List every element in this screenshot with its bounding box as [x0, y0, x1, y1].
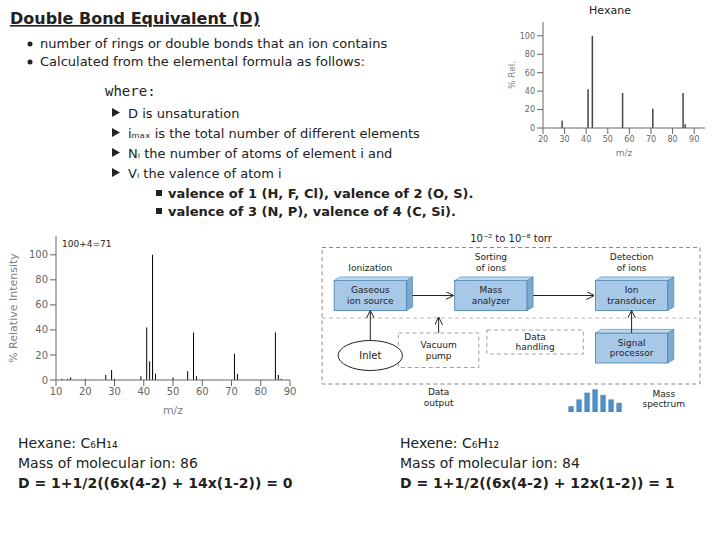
svg-text:70: 70 [225, 386, 238, 397]
svg-text:% Rel.: % Rel. [507, 61, 517, 89]
svg-text:30: 30 [108, 386, 121, 397]
svg-text:Hexene: C₆H₁₂: Hexene: C₆H₁₂ [400, 435, 499, 451]
svg-text:60: 60 [35, 299, 48, 310]
svg-text:valence of 3 (N, P), valence o: valence of 3 (N, P), valence of 4 (C, Si… [168, 204, 456, 219]
svg-text:Massspectrum: Massspectrum [642, 389, 685, 409]
svg-text:50: 50 [603, 135, 613, 144]
svg-text:Gaseousion source: Gaseousion source [347, 285, 394, 305]
svg-text:Double Bond Equivalent (D): Double Bond Equivalent (D) [10, 9, 260, 28]
svg-text:D = 1+1/2((6x(4-2) + 12x(1-2)): D = 1+1/2((6x(4-2) + 12x(1-2)) = 1 [400, 475, 675, 491]
svg-text:40: 40 [525, 87, 535, 96]
svg-text:Vᵢ the valence of atom i: Vᵢ the valence of atom i [128, 166, 282, 181]
svg-text:m/z: m/z [616, 148, 633, 158]
svg-text:80: 80 [35, 274, 48, 285]
svg-text:80: 80 [254, 386, 267, 397]
svg-text:20: 20 [538, 135, 548, 144]
svg-text:20: 20 [525, 105, 535, 114]
svg-text:90: 90 [689, 135, 699, 144]
svg-text:m/z: m/z [163, 404, 183, 417]
svg-text:Dataoutput: Dataoutput [424, 387, 454, 407]
svg-text:Mass of molecular ion: 84: Mass of molecular ion: 84 [400, 455, 580, 471]
svg-text:iₘₐₓ is the total number of di: iₘₐₓ is the total number of different el… [128, 126, 420, 141]
svg-text:Hexane: C₆H₁₄: Hexane: C₆H₁₄ [18, 435, 118, 451]
svg-text:40: 40 [35, 324, 48, 335]
svg-text:10: 10 [50, 386, 63, 397]
svg-text:Detectionof ions: Detectionof ions [610, 252, 654, 272]
svg-text:10⁻² to 10⁻⁸ torr: 10⁻² to 10⁻⁸ torr [470, 233, 553, 244]
svg-text:80: 80 [668, 135, 678, 144]
svg-text:90: 90 [284, 386, 297, 397]
svg-text:D = 1+1/2((6x(4-2) + 14x(1-2)): D = 1+1/2((6x(4-2) + 14x(1-2)) = 0 [18, 475, 293, 491]
svg-text:30: 30 [560, 135, 570, 144]
svg-text:Calculated from the elemental: Calculated from the elemental formula as… [40, 54, 365, 69]
svg-text:40: 40 [581, 135, 591, 144]
html-text:Hexane: Hexane [589, 4, 631, 17]
svg-text:D is unsaturation: D is unsaturation [128, 106, 239, 121]
svg-text:0: 0 [530, 124, 535, 133]
svg-text:where:: where: [105, 83, 156, 99]
svg-text:Signalprocessor: Signalprocessor [610, 338, 654, 358]
svg-text:40: 40 [137, 386, 150, 397]
svg-text:Massanalyzer: Massanalyzer [472, 285, 511, 305]
svg-text:70: 70 [646, 135, 656, 144]
svg-text:60: 60 [624, 135, 634, 144]
svg-text:Nᵢ the number of atoms of elem: Nᵢ the number of atoms of element i and [128, 146, 392, 161]
svg-text:20: 20 [35, 350, 48, 361]
svg-text:Mass of molecular ion: 86: Mass of molecular ion: 86 [18, 455, 198, 471]
svg-text:% Relative Intensity: % Relative Intensity [8, 253, 20, 363]
svg-text:20: 20 [79, 386, 92, 397]
svg-text:Vacuumpump: Vacuumpump [421, 340, 457, 360]
svg-text:number of rings or double bond: number of rings or double bonds that an … [40, 36, 387, 51]
svg-text:80: 80 [525, 50, 535, 59]
svg-text:Sortingof ions: Sortingof ions [475, 252, 507, 272]
svg-text:0: 0 [42, 375, 48, 386]
svg-text:Inlet: Inlet [359, 350, 381, 361]
svg-text:50: 50 [167, 386, 180, 397]
svg-text:Ionization: Ionization [348, 263, 392, 273]
svg-text:60: 60 [525, 69, 535, 78]
html-text:100+4=71: 100+4=71 [62, 239, 112, 249]
svg-text:60: 60 [196, 386, 209, 397]
svg-text:valence of 1 (H, F, Cl), valen: valence of 1 (H, F, Cl), valence of 2 (O… [168, 186, 473, 201]
svg-text:Iontransducer: Iontransducer [607, 285, 656, 305]
svg-text:100: 100 [520, 32, 535, 41]
svg-text:100: 100 [29, 249, 48, 260]
svg-text:Datahandling: Datahandling [516, 332, 555, 352]
